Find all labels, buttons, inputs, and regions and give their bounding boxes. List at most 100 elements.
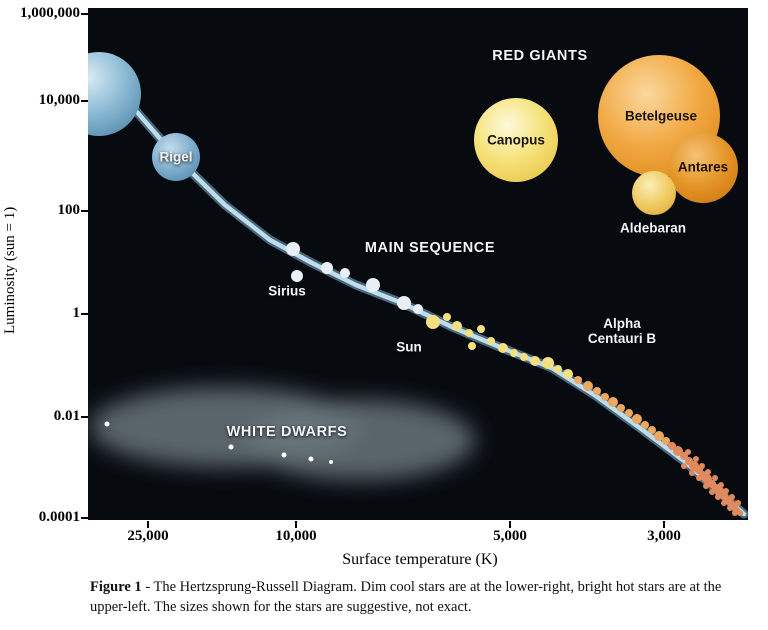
x-tick-label: 5,000	[493, 528, 527, 544]
main-sequence-region-label: MAIN SEQUENCE	[364, 240, 496, 256]
rigel-star	[152, 133, 200, 181]
x-tick-label: 3,000	[647, 528, 681, 544]
figure-caption-text: - The Hertzsprung-Russell Diagram. Dim c…	[90, 579, 722, 615]
y-tick-label: 1,000,000	[20, 5, 80, 21]
main-sequence-blue-white-point	[366, 278, 380, 292]
white-dwarfs-point	[228, 444, 234, 450]
main-sequence-blue-white-point	[413, 304, 423, 314]
main-sequence-orange-point	[617, 404, 625, 412]
main-sequence-yellow-point	[477, 325, 485, 333]
antares-label: Antares	[677, 159, 729, 175]
y-axis-title: Luminosity (sun = 1)	[2, 206, 18, 334]
main-sequence-red-orange-point	[699, 463, 705, 469]
main-sequence-yellow-point	[542, 357, 554, 369]
main-sequence-red-orange-point	[696, 475, 702, 481]
y-tick-mark	[81, 13, 88, 15]
main-sequence-orange-point	[593, 387, 601, 395]
y-tick-label: 100	[57, 202, 81, 218]
main-sequence-red-orange-point	[729, 494, 735, 500]
y-tick-label: 0.0001	[38, 509, 80, 525]
x-tick-mark	[147, 521, 149, 528]
sirius-label: Sirius	[268, 283, 306, 299]
figure-caption: Figure 1 - The Hertzsprung-Russell Diagr…	[90, 577, 752, 617]
y-tick-mark	[81, 517, 88, 519]
main-sequence-red-orange-point	[703, 483, 709, 489]
canopus-star	[474, 98, 558, 182]
main-sequence-yellow-point	[498, 343, 508, 353]
main-sequence-band-inner	[93, 55, 747, 517]
main-sequence-orange-point	[641, 421, 649, 429]
white-dwarfs-point	[329, 460, 333, 464]
main-sequence-orange-point	[625, 409, 633, 417]
betelgeuse-label: Betelgeuse	[624, 108, 698, 124]
main-sequence-red-orange-point	[685, 449, 691, 455]
x-tick-mark	[663, 521, 665, 528]
y-tick-mark	[81, 313, 88, 315]
main-sequence-red-orange-point	[681, 463, 687, 469]
main-sequence-red-orange-point	[727, 505, 733, 511]
main-sequence-red-orange-point	[673, 446, 683, 456]
main-sequence-red-orange-point	[705, 469, 711, 475]
x-tick-label: 25,000	[127, 528, 169, 544]
main-sequence-yellow-point	[452, 321, 462, 331]
main-sequence-orange-point	[654, 431, 664, 441]
hot-blue-star-star	[88, 52, 141, 136]
white-dwarfs-point	[104, 421, 110, 427]
y-tick-label: 10,000	[38, 92, 80, 108]
antares-star	[668, 133, 738, 203]
y-tick-label: 1	[72, 305, 81, 321]
main-sequence-blue-white-point	[286, 242, 300, 256]
white-dwarfs-point	[281, 452, 287, 458]
canopus-label: Canopus	[487, 132, 545, 148]
main-sequence-yellow-point	[563, 369, 573, 379]
main-sequence-blue-white-point	[397, 296, 411, 310]
named-star-circles-layer	[88, 52, 738, 215]
main-sequence-orange-point	[583, 381, 593, 391]
main-sequence-orange-point	[608, 397, 618, 407]
white-dwarfs-region-blob	[90, 387, 475, 480]
main-sequence-orange-point	[648, 426, 656, 434]
main-sequence-yellow-point	[465, 329, 473, 337]
main-sequence-orange-point	[574, 376, 582, 384]
main-sequence-orange-point	[632, 414, 642, 424]
y-tick-mark	[81, 100, 88, 102]
x-tick-mark	[509, 521, 511, 528]
main-sequence-yellow-point	[530, 356, 540, 366]
main-sequence-yellow-point	[487, 337, 495, 345]
white-dwarfs-point	[308, 456, 314, 462]
main-sequence-red-orange-point	[693, 456, 699, 462]
rigel-label: Rigel	[159, 149, 193, 165]
white-dwarfs-blob-ellipse	[245, 400, 475, 480]
main-sequence-orange-point	[601, 393, 609, 401]
main-sequence-red-orange-point	[712, 475, 718, 481]
main-sequence-blue-white-point	[321, 262, 333, 274]
main-sequence-red-orange-point	[735, 500, 741, 506]
main-sequence-red-orange-point	[689, 470, 695, 476]
white-dwarfs-region-label: WHITE DWARFS	[226, 424, 348, 440]
main-sequence-yellow-point	[520, 353, 528, 361]
red-giants-region-label: RED GIANTS	[492, 48, 588, 64]
y-tick-mark	[81, 210, 88, 212]
x-tick-label: 10,000	[275, 528, 317, 544]
figure-caption-label: Figure 1	[90, 579, 142, 595]
main-sequence-red-orange-point	[709, 489, 715, 495]
main-sequence-red-orange-point	[718, 482, 724, 488]
main-sequence-blue-white-point	[291, 270, 303, 282]
main-sequence-red-orange-point	[723, 488, 729, 494]
main-sequence-red-orange-point	[737, 510, 743, 516]
y-tick-label: 0.01	[53, 408, 80, 424]
sun-label: Sun	[396, 339, 422, 355]
main-sequence-yellow-point	[510, 349, 518, 357]
main-sequence-yellow-point	[468, 342, 476, 350]
aldebaran-star	[632, 171, 676, 215]
main-sequence-red-orange-point	[715, 494, 721, 500]
y-tick-mark	[81, 416, 88, 418]
main-sequence-yellow-point	[426, 315, 440, 329]
main-sequence-yellow-point	[554, 365, 562, 373]
main-sequence-red-orange-point	[721, 500, 727, 506]
main-sequence-yellow-point	[443, 313, 451, 321]
alpha-centauri-b-label: Alpha Centauri B	[587, 316, 657, 346]
main-sequence-orange-point	[662, 437, 670, 445]
